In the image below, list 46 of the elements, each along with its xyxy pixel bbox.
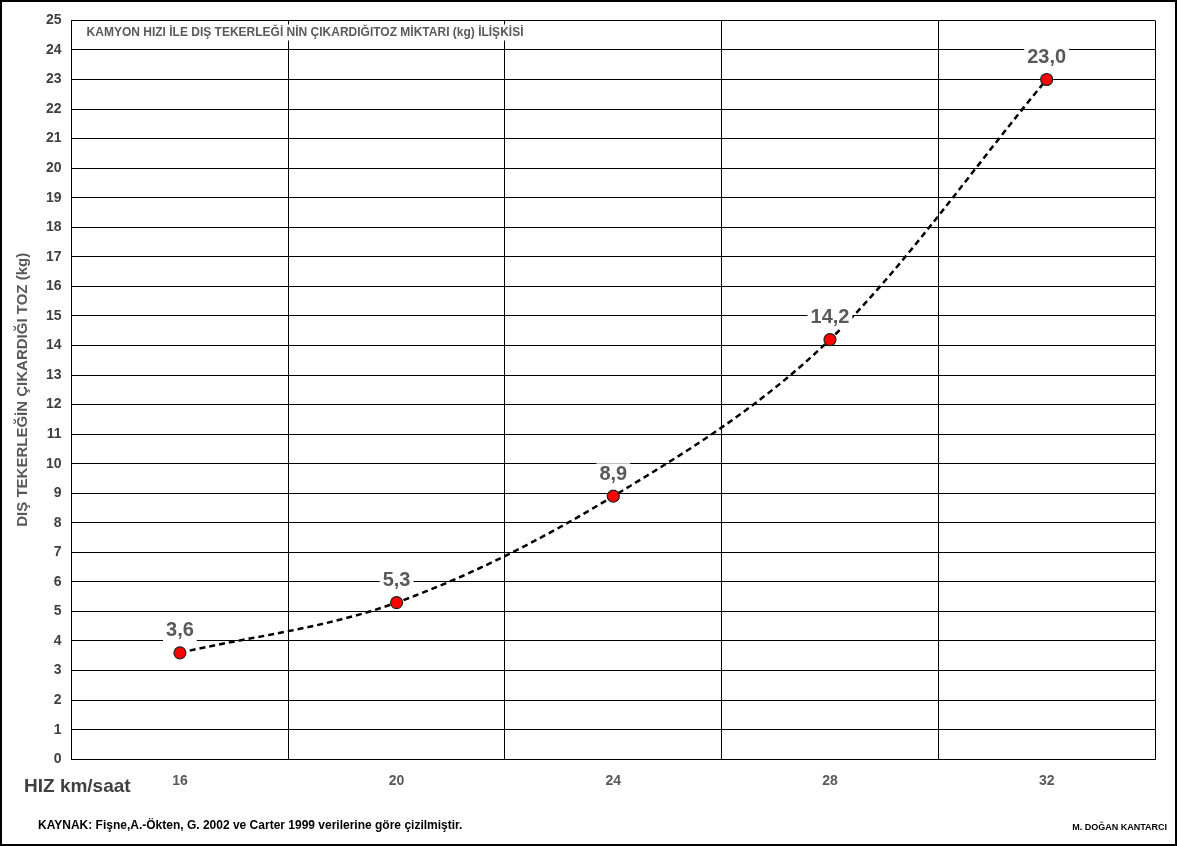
data-label: 3,6: [166, 618, 194, 641]
x-tick-label: 16: [172, 772, 188, 789]
text: M. DOĞAN KANTARCI: [1072, 821, 1167, 833]
x-tick-label: 28: [822, 772, 838, 789]
y-tick-label: 25: [45, 11, 62, 28]
y-tick-label: 18: [45, 218, 62, 235]
y-tick-label: 10: [45, 454, 62, 471]
y-tick-label: 12: [45, 395, 62, 412]
y-tick-label: 1: [53, 720, 62, 737]
text: KAYNAK: Fişne,A.-Ökten, G. 2002 ve Carter 1999 verilerine göre çizilmiştir.: [38, 817, 463, 833]
y-tick-label: 17: [45, 247, 62, 264]
y-tick-label: 14: [45, 336, 62, 353]
y-tick-label: 19: [45, 188, 62, 205]
y-tick-label: 20: [45, 159, 62, 176]
point: [173, 646, 187, 660]
y-tick-label: 0: [53, 750, 62, 767]
y-tick-label: 9: [53, 484, 62, 501]
point: [606, 489, 620, 503]
y-tick-label: 3: [53, 661, 62, 678]
y-tick-label: 15: [45, 306, 62, 323]
data-label: 14,2: [810, 305, 850, 328]
point: [1040, 72, 1054, 87]
y-tick-label: 8: [53, 513, 62, 530]
y-tick-label: 2: [53, 690, 62, 707]
point: [390, 595, 404, 610]
y-tick-label: 7: [53, 543, 62, 560]
y-axis-title: DIŞ TEKERLEĞİN ÇIKARDIĞI TOZ (kg): [13, 252, 31, 527]
y-tick-label: 23: [45, 70, 62, 87]
data-label: 23,0: [1027, 45, 1067, 68]
y-tick-label: 5: [53, 602, 62, 619]
y-tick-label: 24: [45, 40, 62, 57]
x-tick-label: 24: [605, 772, 622, 789]
y-tick-label: 21: [45, 129, 62, 146]
y-tick-label: 13: [45, 365, 62, 382]
y-tick-label: 4: [53, 631, 62, 648]
y-tick-label: 11: [46, 424, 62, 441]
point: [823, 332, 837, 347]
y-tick-label: 6: [53, 572, 62, 589]
y-tick-label: 16: [45, 277, 62, 294]
x-tick-label: 20: [388, 772, 405, 789]
y-tick-label: 22: [45, 99, 62, 116]
chart-title: KAMYON HIZI İLE DIŞ TEKERLEĞİ NİN ÇIKARDIĞITOZ MİKTARI (kg) İLİŞKİSİ: [86, 23, 524, 39]
x-tick-label: 32: [1038, 772, 1055, 789]
data-label: 8,9: [599, 461, 628, 484]
data-label: 5,3: [382, 568, 411, 591]
x-axis-title: HIZ km/saat: [24, 775, 132, 797]
